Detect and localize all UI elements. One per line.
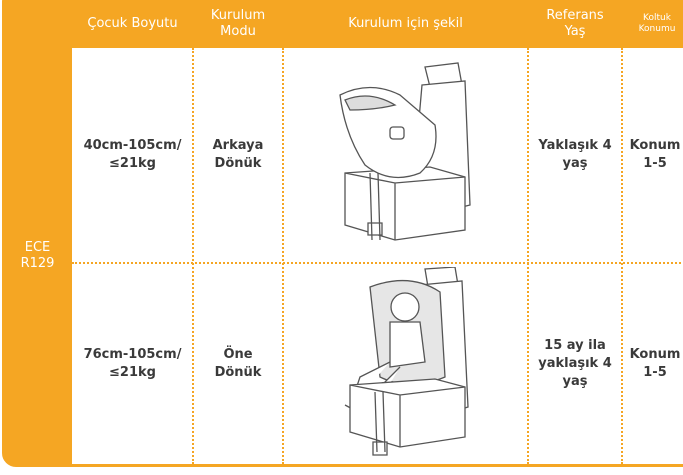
- forward-facing-seat-illustration: [344, 267, 469, 456]
- cell: Arkaya Dönük: [212, 138, 264, 171]
- cell: 15 ay ila yaklaşık 4 yaş: [538, 337, 612, 389]
- cell: 40cm-105cm/ ≤21kg: [83, 138, 182, 171]
- header-bar: [3, 0, 683, 48]
- header-cell: Kurulum için şekil: [348, 16, 463, 31]
- header-cell: Çocuk Boyutu: [87, 16, 178, 31]
- cell: Yaklaşık 4 yaş: [538, 138, 612, 171]
- divider: [282, 48, 284, 464]
- cell: Konum 1-5: [629, 138, 681, 171]
- header-cell: Koltuk Konumu: [638, 13, 676, 34]
- rear-facing-seat-illustration: [339, 62, 471, 241]
- divider: [527, 48, 529, 464]
- cell: Konum 1-5: [629, 346, 681, 380]
- divider: [192, 48, 194, 464]
- cell: Öne Dönük: [214, 346, 262, 380]
- header-cell: Kurulum Modu: [210, 8, 266, 39]
- side-label: ECE R129: [3, 48, 72, 464]
- cell: 76cm-105cm/ ≤21kg: [83, 346, 182, 380]
- header-cell: Referans Yaş: [546, 8, 604, 39]
- divider: [72, 262, 683, 264]
- divider: [621, 48, 623, 464]
